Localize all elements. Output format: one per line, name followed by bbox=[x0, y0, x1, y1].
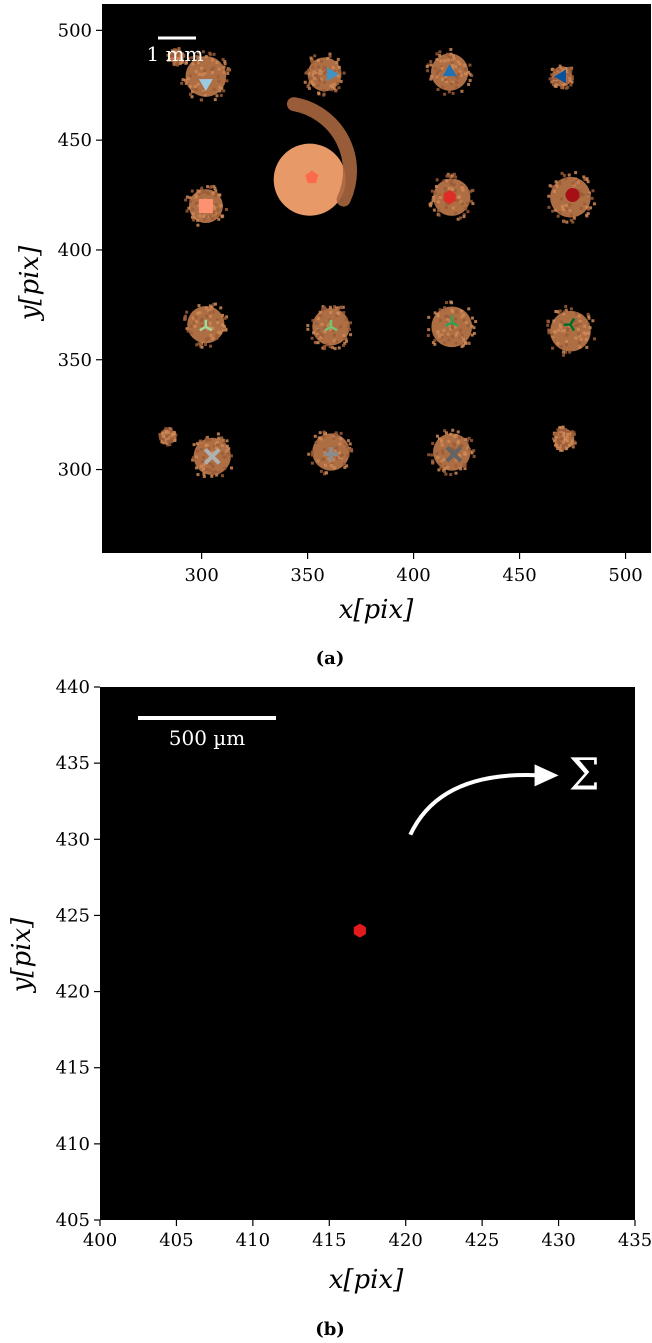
b-xtick-label-415: 415 bbox=[312, 1230, 346, 1251]
marker-tri-4 bbox=[324, 319, 338, 332]
panel-a-ylabel: y[pix] bbox=[15, 245, 45, 321]
marker-tri_left-6 bbox=[563, 317, 576, 332]
b-xtick-label-400: 400 bbox=[83, 1230, 117, 1251]
panel-a-xlabel: x[pix] bbox=[339, 595, 414, 625]
b-ytick-label-430: 430 bbox=[56, 829, 90, 850]
a-ytick-label-450: 450 bbox=[58, 130, 92, 151]
a-xtick-label-350: 350 bbox=[290, 565, 324, 586]
a-xtick-label-300: 300 bbox=[184, 565, 218, 586]
centroid-marker bbox=[353, 923, 366, 938]
panel-b-scalebar-label: 500 µm bbox=[169, 726, 246, 750]
a-xtick-label-450: 450 bbox=[502, 565, 536, 586]
marker-tri-3 bbox=[199, 319, 213, 332]
panel-b-ticks: 400 405 410 415 420 425 430 4354054104154204254… bbox=[56, 677, 652, 1251]
panel-a-scalebar-label: 1 mm bbox=[146, 42, 203, 66]
marker-triangle_down-11 bbox=[198, 79, 213, 92]
marker-plus-1 bbox=[323, 447, 338, 462]
blob-8 bbox=[546, 304, 597, 357]
marker-x-0 bbox=[203, 447, 221, 465]
blob-5 bbox=[183, 302, 229, 349]
marker-pentagon-8 bbox=[305, 170, 319, 184]
panel-a: 300 350 400 450 500 300 350 400 450 500 1 mm x[pi… bbox=[15, 4, 651, 669]
panel-a-caption: (a) bbox=[316, 648, 345, 669]
blob-7 bbox=[426, 300, 478, 349]
blob-4 bbox=[158, 426, 178, 447]
panel-a-markers bbox=[198, 64, 580, 465]
marker-triangle_up-13 bbox=[442, 64, 457, 77]
panel-b-arrow bbox=[408, 772, 541, 836]
panel-b-sum-symbol: Σ bbox=[569, 749, 600, 800]
marker-circle-10 bbox=[565, 188, 580, 203]
a-ytick-label-300: 300 bbox=[58, 460, 92, 481]
b-xtick-label-430: 430 bbox=[541, 1230, 575, 1251]
marker-x-2 bbox=[445, 445, 463, 463]
marker-hexagon-9 bbox=[443, 190, 456, 205]
b-ytick-label-420: 420 bbox=[56, 982, 90, 1003]
b-xtick-label-435: 435 bbox=[618, 1230, 652, 1251]
arc-blob bbox=[286, 97, 357, 207]
b-ytick-label-410: 410 bbox=[56, 1134, 90, 1155]
panel-b-caption: (b) bbox=[315, 1319, 345, 1340]
b-ytick-label-405: 405 bbox=[56, 1210, 90, 1231]
panel-b-xlabel: x[pix] bbox=[329, 1265, 404, 1295]
marker-triangle_left-14 bbox=[554, 69, 566, 84]
panel-b-plot-area bbox=[100, 687, 635, 1220]
marker-triangle_right-12 bbox=[326, 67, 339, 82]
blob-12 bbox=[180, 50, 232, 102]
panel-b-arrowhead bbox=[534, 764, 559, 787]
b-ytick-label-415: 415 bbox=[56, 1058, 90, 1079]
b-xtick-label-420: 420 bbox=[389, 1230, 423, 1251]
b-xtick-label-425: 425 bbox=[465, 1230, 499, 1251]
b-ytick-label-425: 425 bbox=[56, 905, 90, 926]
marker-square-7 bbox=[198, 199, 213, 214]
panel-a-ticks: 300 350 400 450 500 300 350 400 450 500 bbox=[58, 20, 643, 586]
b-xtick-label-410: 410 bbox=[236, 1230, 270, 1251]
b-ytick-label-435: 435 bbox=[56, 753, 90, 774]
panel-b-centroid bbox=[353, 923, 366, 938]
a-ytick-label-500: 500 bbox=[58, 20, 92, 41]
b-ytick-label-440: 440 bbox=[56, 677, 90, 698]
a-xtick-label-500: 500 bbox=[608, 565, 642, 586]
panel-b-ylabel: y[pix] bbox=[7, 917, 37, 993]
b-xtick-label-405: 405 bbox=[159, 1230, 193, 1251]
marker-tri-5 bbox=[445, 315, 459, 328]
blob-16 bbox=[166, 47, 186, 67]
a-ytick-label-350: 350 bbox=[58, 350, 92, 371]
blob-3 bbox=[552, 425, 577, 452]
panel-b: Σ 500 µm 400 405 410 415 420 425 430 4354054104… bbox=[7, 677, 652, 1340]
a-xtick-label-400: 400 bbox=[396, 565, 430, 586]
blob-13 bbox=[303, 52, 346, 97]
a-ytick-label-400: 400 bbox=[58, 240, 92, 261]
